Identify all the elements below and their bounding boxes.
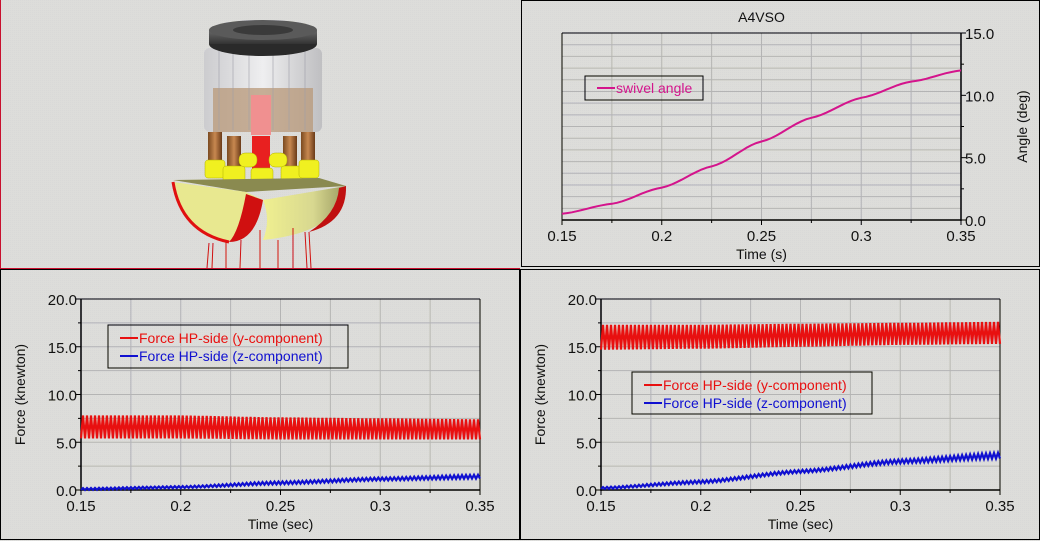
grid <box>81 299 480 490</box>
x-tick-label: 0.2 <box>170 498 191 515</box>
legend-box <box>584 75 704 101</box>
swivel-angle-chart: 0.15 0.2 0.25 0.3 0.350.0 5.0 10.0 15.0 A4VSO Tim… <box>547 9 1030 262</box>
force-chart-left-panel: 0.15 0.2 0.25 0.3 0.35 0.0 5.0 10.0 15.0 20.0 Time… <box>0 269 520 540</box>
y-tick-label: 20.0 <box>48 292 77 309</box>
y-tick-label: 5.0 <box>56 435 77 452</box>
series-line <box>79 415 482 440</box>
slippers <box>204 152 320 187</box>
legend-box <box>631 371 873 415</box>
y-tick-label: 10.0 <box>48 388 77 405</box>
y-tick-label: 0.0 <box>965 213 986 230</box>
y-tick-label: 5.0 <box>576 435 597 452</box>
legend-label: Force HP-side (y-component) <box>663 377 847 393</box>
series-secondary <box>80 472 481 492</box>
pump-model-graphic <box>171 20 347 269</box>
x-tick-label: 0.3 <box>890 498 911 515</box>
legend-label: Force HP-side (y-component) <box>139 330 323 346</box>
legend-box <box>107 324 349 369</box>
grid <box>562 33 961 220</box>
y-tick-label: 0.0 <box>56 483 77 500</box>
axes: 0.15 0.2 0.25 0.3 0.350.0 5.0 10.0 15.0 <box>547 26 994 245</box>
y-axis-title: Angle (deg) <box>1014 90 1030 162</box>
series-primary <box>79 415 482 440</box>
series-line <box>599 321 1002 350</box>
legend: swivel angle <box>584 75 704 101</box>
y-tick-label: 10.0 <box>965 88 994 105</box>
x-tick-label: 0.35 <box>465 498 494 515</box>
y-axis-title: Force (knewton) <box>532 344 548 445</box>
axes: 0.15 0.2 0.25 0.3 0.35 0.0 5.0 10.0 15.0 20.0 <box>568 292 1015 515</box>
force-chart-left: 0.15 0.2 0.25 0.3 0.35 0.0 5.0 10.0 15.0 20.0 Time… <box>12 292 495 532</box>
y-tick-label: 10.0 <box>568 388 597 405</box>
x-tick-label: 0.3 <box>851 228 872 245</box>
swashplate-cradle <box>171 178 347 244</box>
series-line <box>80 472 481 492</box>
valve-plate <box>209 20 317 56</box>
force-chart-right: 0.15 0.2 0.25 0.3 0.35 0.0 5.0 10.0 15.0 20.0 Time… <box>532 292 1015 532</box>
force-chart-right-panel: 0.15 0.2 0.25 0.3 0.35 0.0 5.0 10.0 15.0 20.0 Time… <box>520 269 1040 540</box>
legend-label: Force HP-side (z-component) <box>663 395 847 411</box>
y-axis-title: Force (knewton) <box>12 344 28 445</box>
cylinder-barrel <box>204 48 322 135</box>
x-axis-title: Time (s) <box>736 246 787 262</box>
x-tick-label: 0.2 <box>651 228 672 245</box>
series-line <box>561 69 962 215</box>
swivel-angle-chart-panel: 0.15 0.2 0.25 0.3 0.35 0.0 5.0 10.0 15.0 A4VSO Tim… <box>521 0 1040 267</box>
x-axis-title: Time (sec) <box>768 516 834 532</box>
model-3d-viewport[interactable] <box>0 0 520 269</box>
series-primary <box>599 321 1002 350</box>
x-tick-label: 0.25 <box>786 498 815 515</box>
chart-title: A4VSO <box>738 9 785 25</box>
y-tick-label: 20.0 <box>568 292 597 309</box>
series-primary <box>561 69 962 215</box>
x-tick-label: 0.15 <box>66 498 95 515</box>
y-tick-label: 0.0 <box>576 483 597 500</box>
x-tick-label: 0.2 <box>690 498 711 515</box>
x-tick-label: 0.35 <box>946 228 975 245</box>
x-tick-label: 0.3 <box>370 498 391 515</box>
series-line <box>600 449 1002 491</box>
legend: Force HP-side (y-component) Force HP-side… <box>107 324 349 369</box>
y-tick-label: 5.0 <box>965 151 986 168</box>
axes: 0.15 0.2 0.25 0.3 0.35 0.0 5.0 10.0 15.0 20.0 <box>48 292 495 515</box>
legend: Force HP-side (y-component) Force HP-side… <box>631 371 873 415</box>
y-tick-label: 15.0 <box>568 340 597 357</box>
x-axis-title: Time (sec) <box>248 516 314 532</box>
legend-label: swivel angle <box>616 80 692 96</box>
y-tick-label: 15.0 <box>965 26 994 43</box>
x-tick-label: 0.25 <box>747 228 776 245</box>
x-tick-label: 0.35 <box>985 498 1014 515</box>
x-tick-label: 0.25 <box>266 498 295 515</box>
series-secondary <box>600 449 1002 491</box>
y-tick-label: 15.0 <box>48 340 77 357</box>
legend-label: Force HP-side (z-component) <box>139 348 323 364</box>
x-tick-label: 0.15 <box>547 228 576 245</box>
x-tick-label: 0.15 <box>586 498 615 515</box>
force-lines <box>206 228 312 269</box>
